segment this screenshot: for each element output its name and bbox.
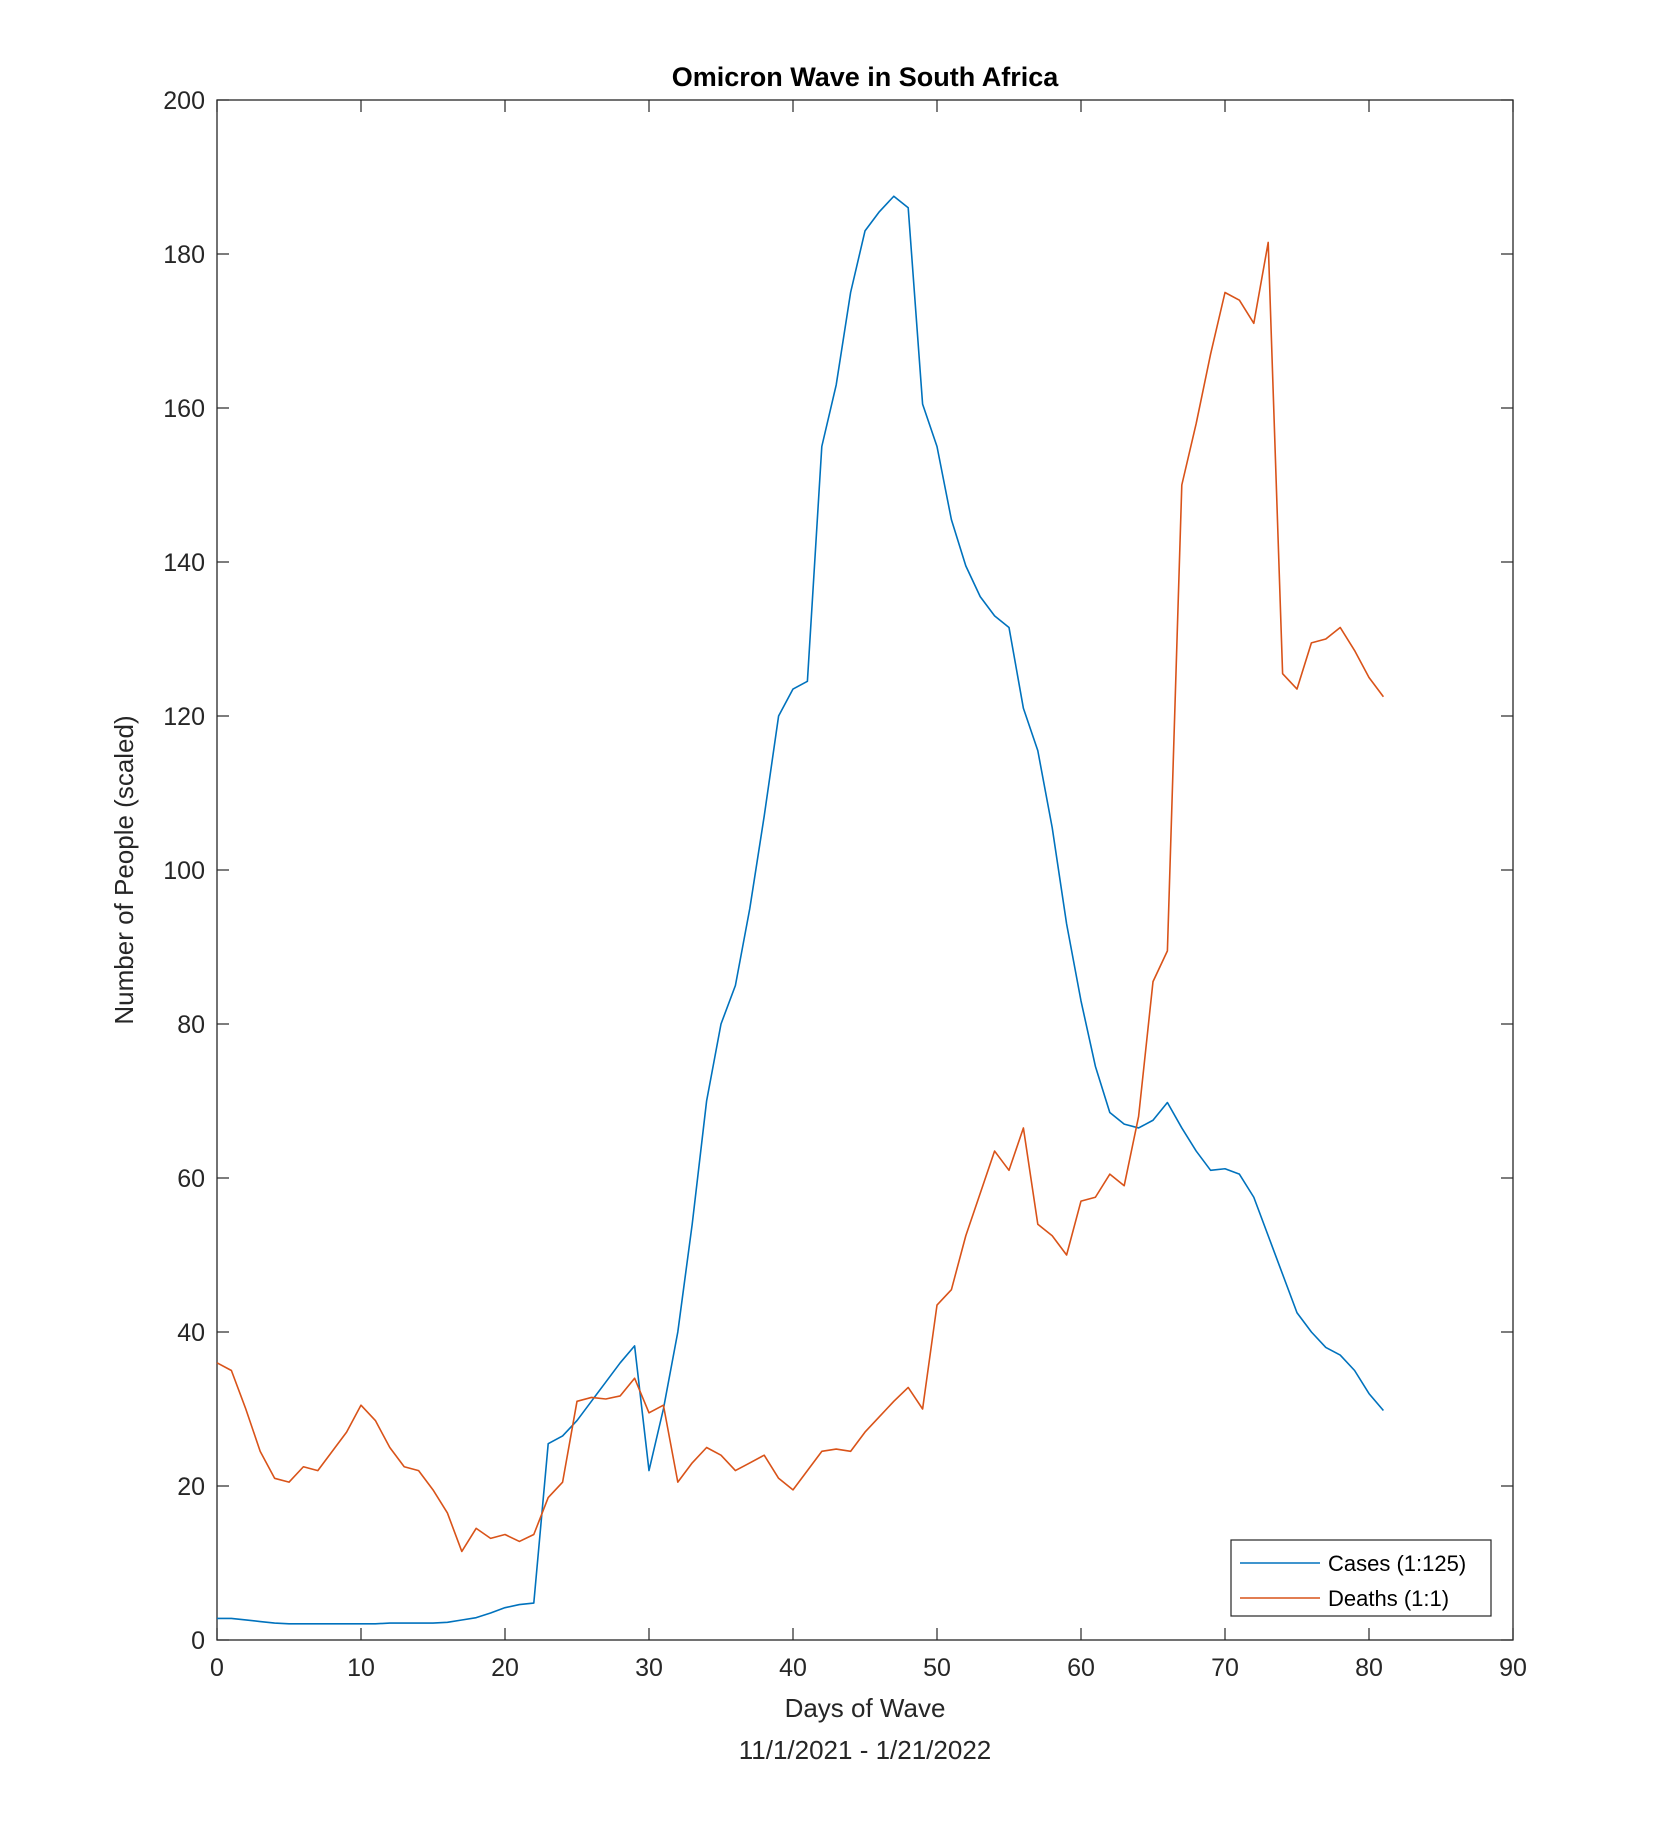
y-tick-label: 200 bbox=[163, 87, 205, 115]
x-tick-label: 30 bbox=[635, 1654, 663, 1682]
x-axis-label: Days of Wave bbox=[785, 1693, 946, 1723]
y-tick-label: 100 bbox=[163, 857, 205, 885]
x-tick-label: 20 bbox=[491, 1654, 519, 1682]
x-tick-label: 40 bbox=[779, 1654, 807, 1682]
y-axis-label: Number of People (scaled) bbox=[109, 715, 139, 1024]
x-axis: 0 10 20 30 40 50 60 70 80 90 bbox=[210, 100, 1527, 1682]
x-tick-label: 0 bbox=[210, 1654, 224, 1682]
legend-entry-deaths: Deaths (1:1) bbox=[1328, 1586, 1449, 1611]
y-tick-label: 20 bbox=[177, 1473, 205, 1501]
y-tick-label: 140 bbox=[163, 549, 205, 577]
series-line-deaths bbox=[216, 241, 1385, 1553]
x-axis-date-range: 11/1/2021 - 1/21/2022 bbox=[739, 1735, 992, 1765]
x-tick-label: 70 bbox=[1211, 1654, 1239, 1682]
legend: Cases (1:125) Deaths (1:1) bbox=[1230, 1539, 1492, 1617]
y-tick-label: 40 bbox=[177, 1319, 205, 1347]
y-tick-label: 80 bbox=[177, 1011, 205, 1039]
x-tick-label: 50 bbox=[923, 1654, 951, 1682]
series-line-cases bbox=[217, 195, 1385, 1625]
legend-box bbox=[1230, 1539, 1492, 1617]
plot-area bbox=[216, 99, 1514, 1641]
y-tick-label: 180 bbox=[163, 241, 205, 269]
y-tick-label: 120 bbox=[163, 703, 205, 731]
x-tick-label: 80 bbox=[1355, 1654, 1383, 1682]
series-lines bbox=[216, 195, 1385, 1625]
y-axis: 0 20 40 60 80 100 120 140 160 180 200 bbox=[163, 87, 1513, 1655]
legend-entry-cases: Cases (1:125) bbox=[1328, 1551, 1466, 1576]
y-tick-label: 0 bbox=[191, 1627, 205, 1655]
y-tick-label: 160 bbox=[163, 395, 205, 423]
x-tick-label: 60 bbox=[1067, 1654, 1095, 1682]
x-tick-label: 10 bbox=[347, 1654, 375, 1682]
chart-title: Omicron Wave in South Africa bbox=[672, 62, 1060, 92]
y-tick-label: 60 bbox=[177, 1165, 205, 1193]
x-tick-label: 90 bbox=[1499, 1654, 1527, 1682]
